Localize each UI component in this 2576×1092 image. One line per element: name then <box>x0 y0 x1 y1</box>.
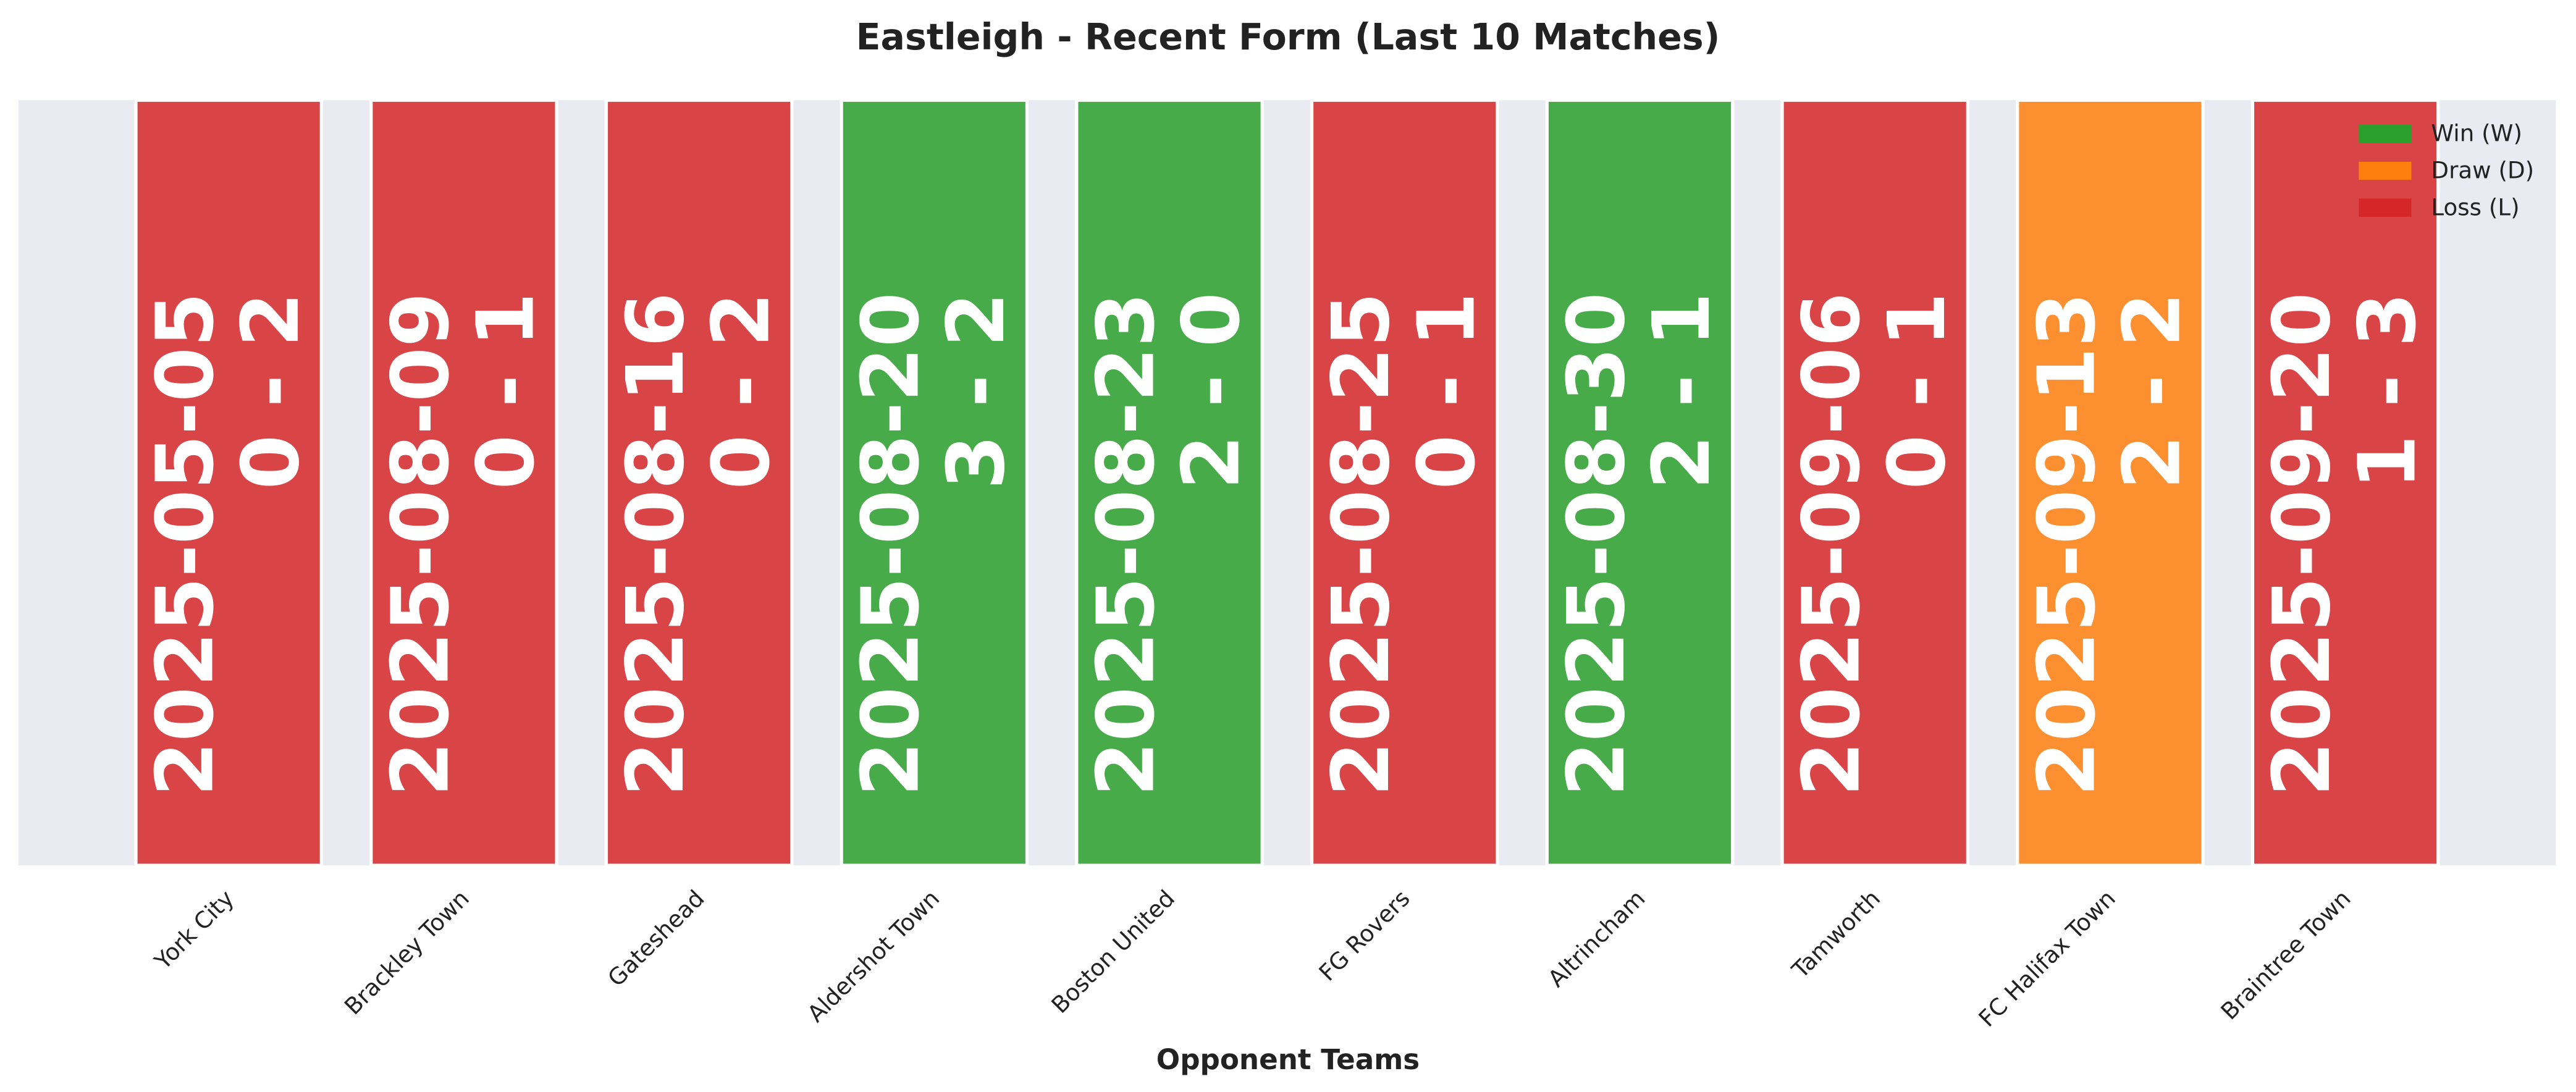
bar <box>1075 98 1264 867</box>
bar-score-label: 0 - 1 <box>1872 292 1963 489</box>
legend-swatch <box>2359 125 2412 143</box>
bar <box>1310 98 1499 867</box>
bar-score-label: 3 - 2 <box>931 292 1022 489</box>
legend-swatch <box>2359 161 2412 180</box>
bar-score-label: 2 - 0 <box>1166 292 1258 489</box>
bar <box>840 98 1029 867</box>
x-tick-label: FC Halifax Town <box>1973 884 2121 1032</box>
bar <box>604 98 794 867</box>
bar <box>1545 98 1735 867</box>
bar-date-label: 2025-09-06 <box>1787 292 1878 796</box>
chart-title: Eastleigh - Recent Form (Last 10 Matches… <box>856 16 1720 58</box>
bar-score-label: 0 - 1 <box>1401 292 1492 489</box>
x-tick-label: Tamworth <box>1786 884 1885 984</box>
x-tick-label: Boston United <box>1046 884 1180 1018</box>
x-tick-label: Gateshead <box>602 884 710 992</box>
bar <box>2250 98 2440 867</box>
bar-score-label: 2 - 1 <box>1636 292 1728 489</box>
x-tick-label: Aldershot Town <box>802 884 945 1027</box>
bar-score-label: 1 - 3 <box>2342 292 2433 489</box>
bar-date-label: 2025-09-13 <box>2021 292 2113 796</box>
bar <box>2016 98 2205 867</box>
legend-label: Win (W) <box>2431 120 2522 147</box>
bar-date-label: 2025-08-09 <box>375 292 466 796</box>
x-tick-label: FG Rovers <box>1313 884 1415 986</box>
bar <box>134 98 324 867</box>
bar-score-label: 0 - 2 <box>696 292 787 489</box>
legend-swatch <box>2359 198 2412 217</box>
legend-label: Loss (L) <box>2431 193 2519 220</box>
bar-date-label: 2025-08-25 <box>1316 292 1407 796</box>
bar <box>369 98 558 867</box>
bar-date-label: 2025-09-20 <box>2257 292 2348 796</box>
bar-date-label: 2025-08-20 <box>846 292 937 796</box>
x-tick-label: Brackley Town <box>339 884 474 1020</box>
bar-score-label: 2 - 2 <box>2107 292 2199 489</box>
bar <box>1780 98 1970 867</box>
bar-score-label: 0 - 2 <box>225 292 317 489</box>
x-axis-label: Opponent Teams <box>1156 1043 1420 1076</box>
bar-date-label: 2025-08-30 <box>1551 292 1643 796</box>
bar-date-label: 2025-08-23 <box>1080 292 1172 796</box>
bar-date-label: 2025-05-05 <box>140 292 232 796</box>
x-tick-label: Altrincham <box>1543 884 1650 992</box>
bar-score-label: 0 - 1 <box>461 292 552 489</box>
bar-date-label: 2025-08-16 <box>610 292 702 796</box>
x-tick-label: Braintree Town <box>2215 884 2355 1025</box>
x-tick-label: York City <box>149 884 240 975</box>
legend-label: Draw (D) <box>2431 156 2534 183</box>
